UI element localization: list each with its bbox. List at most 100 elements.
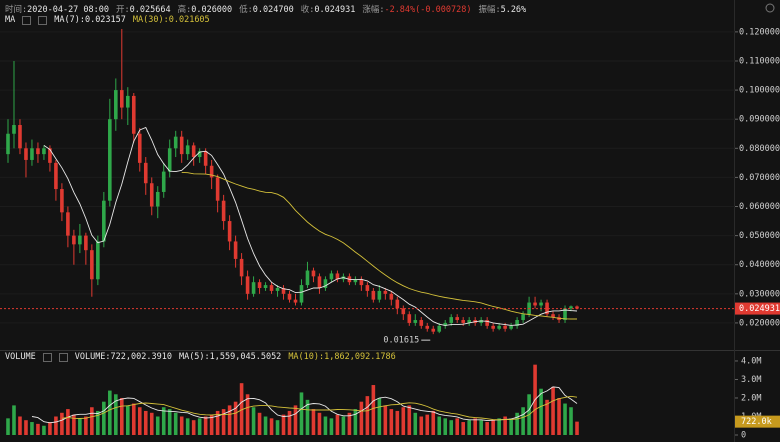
header-value: 0.024700 <box>252 5 294 15</box>
header-label: 涨幅: <box>362 5 385 15</box>
candle-body <box>377 290 382 300</box>
volume-bar <box>497 418 501 436</box>
candle-body <box>108 119 112 201</box>
volume-bar <box>413 412 418 436</box>
candle-body <box>131 95 136 134</box>
candle-body <box>455 317 460 321</box>
volume-bar <box>209 414 214 436</box>
header-value: 0.024931 <box>314 5 356 15</box>
candle-body <box>245 276 250 294</box>
candle-body <box>60 189 64 213</box>
low-label: 0.01615 <box>383 336 419 346</box>
volume-bar <box>575 421 579 436</box>
header-item: 时间:2020-04-27 08:00 <box>5 3 109 15</box>
volume-bar <box>233 401 238 436</box>
volume-bar <box>281 414 286 436</box>
volume-bar <box>503 416 507 436</box>
volume-bar <box>96 410 100 436</box>
settings-icon[interactable] <box>765 3 775 13</box>
header-label: 时间: <box>5 5 28 15</box>
candle-body <box>575 306 579 309</box>
candle-body <box>66 212 70 236</box>
volume-bar <box>12 405 16 436</box>
volume-bar <box>371 385 376 436</box>
volume-title: VOLUME <box>5 352 36 362</box>
volume-tick-label: 2.0M <box>741 393 761 403</box>
candle-body <box>401 308 406 315</box>
candle-body <box>467 320 471 323</box>
volume-bar <box>173 412 178 436</box>
last-volume-label: 722.0k <box>741 417 772 427</box>
header-label: 低: <box>239 5 253 15</box>
volume-bar <box>167 409 172 436</box>
volume-bar <box>365 396 370 436</box>
candle-body <box>12 125 16 134</box>
candle-body <box>84 235 88 251</box>
candle-body <box>479 320 483 323</box>
icon <box>58 353 68 362</box>
volume-bar <box>6 418 10 436</box>
candle-body <box>102 200 106 242</box>
candle-body <box>365 285 370 291</box>
volume-bar <box>84 416 88 436</box>
header-value: 0.026000 <box>191 5 233 15</box>
candle-body <box>539 302 543 306</box>
icon <box>22 16 32 25</box>
volume-bar <box>341 416 346 436</box>
candle-body <box>287 293 292 300</box>
volume-bar <box>161 407 166 436</box>
volume-ma-line <box>61 395 578 421</box>
candle-body <box>533 302 537 306</box>
volume-ma-line <box>31 386 578 424</box>
volume-bar <box>102 401 106 436</box>
header-item: 开:0.025664 <box>116 3 171 15</box>
ma-line <box>181 171 577 320</box>
candle-body <box>329 273 334 280</box>
volume-bar <box>90 407 94 436</box>
candle-body <box>90 250 94 280</box>
volume-bar <box>557 397 561 436</box>
candle-body <box>239 258 244 277</box>
candle-body <box>215 177 220 201</box>
candle-body <box>419 320 424 326</box>
candle-body <box>269 285 274 291</box>
ma-legend-item: MA(30):0.021605 <box>132 15 210 25</box>
header-row: 时间:2020-04-27 08:00 开:0.025664 高:0.026000 低… <box>5 3 526 15</box>
y-tick-label: 0.120000 <box>739 27 780 37</box>
candle-body <box>54 162 58 190</box>
last-price-label: 0.024931 <box>739 304 780 314</box>
volume-bar <box>215 410 220 436</box>
volume-ma-legend-item: MA(10):1,862,092.1786 <box>288 352 396 362</box>
volume-bar <box>131 403 136 436</box>
candle-body <box>521 314 525 321</box>
header-value: 2020-04-27 08:00 <box>27 5 110 15</box>
candle-body <box>509 325 513 329</box>
candle-body <box>317 276 322 289</box>
volume-bar <box>287 410 292 436</box>
volume-bar <box>431 410 436 436</box>
candle-body <box>191 145 196 158</box>
candle-body <box>161 171 166 192</box>
volume-bar <box>143 410 148 436</box>
y-tick-label: 0.070000 <box>739 173 780 183</box>
volume-bar <box>72 414 76 436</box>
volume-bar <box>347 412 352 436</box>
volume-bar <box>60 412 64 436</box>
volume-bar <box>263 416 268 436</box>
volume-bar <box>66 409 70 436</box>
volume-bar <box>569 407 573 436</box>
volume-bar <box>437 416 442 436</box>
volume-bar <box>54 416 58 436</box>
volume-tick-label: 4.0M <box>741 356 761 366</box>
candle-body <box>311 270 316 277</box>
volume-bar <box>443 418 448 436</box>
candle-body <box>197 151 202 158</box>
icon <box>42 353 52 362</box>
volume-bar <box>78 418 82 436</box>
candle-body <box>431 328 436 332</box>
header-item: 低:0.024700 <box>239 3 294 15</box>
candle-body <box>395 299 400 309</box>
volume-bar <box>137 407 142 436</box>
volume-bar <box>221 409 226 436</box>
volume-bar <box>108 390 112 436</box>
